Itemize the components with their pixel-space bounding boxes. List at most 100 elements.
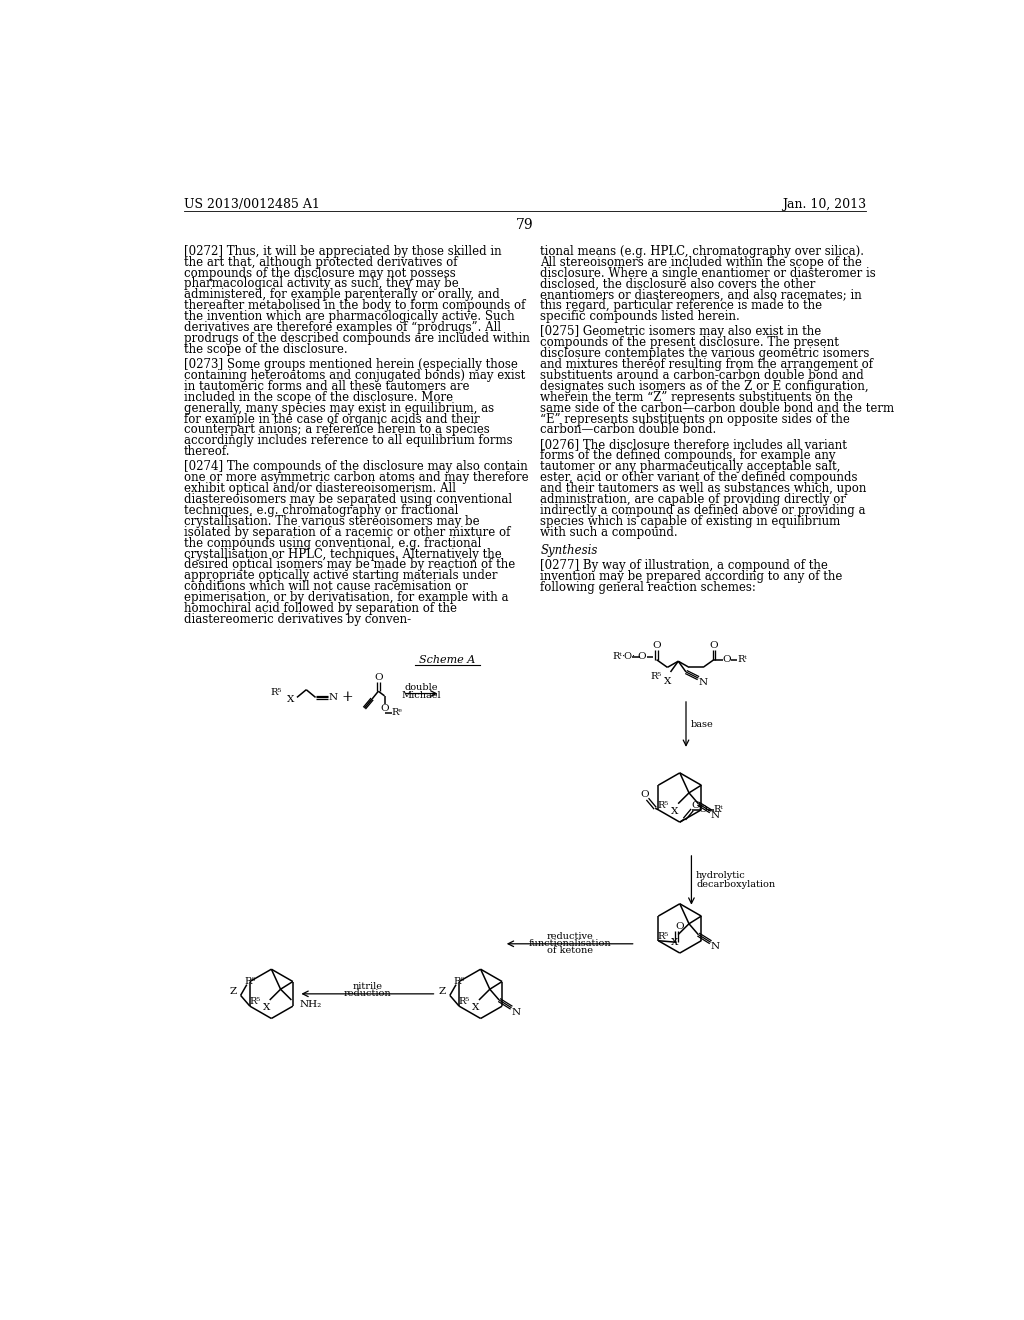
Text: accordingly includes reference to all equilibrium forms: accordingly includes reference to all eq…	[183, 434, 512, 447]
Text: carbon—carbon double bond.: carbon—carbon double bond.	[541, 424, 717, 437]
Text: for example in the case of organic acids and their: for example in the case of organic acids…	[183, 412, 479, 425]
Text: [0274] The compounds of the disclosure may also contain: [0274] The compounds of the disclosure m…	[183, 461, 527, 473]
Text: epimerisation, or by derivatisation, for example with a: epimerisation, or by derivatisation, for…	[183, 591, 508, 605]
Text: O: O	[710, 642, 718, 651]
Text: in tautomeric forms and all these tautomers are: in tautomeric forms and all these tautom…	[183, 380, 469, 392]
Text: disclosure. Where a single enantiomer or diasteromer is: disclosure. Where a single enantiomer or…	[541, 267, 877, 280]
Text: specific compounds listed herein.: specific compounds listed herein.	[541, 310, 740, 323]
Text: R⁶: R⁶	[454, 977, 465, 986]
Text: R⁶: R⁶	[244, 977, 256, 986]
Text: X: X	[672, 807, 679, 816]
Text: counterpart anions; a reference herein to a species: counterpart anions; a reference herein t…	[183, 424, 489, 437]
Text: pharmacological activity as such, they may be: pharmacological activity as such, they m…	[183, 277, 459, 290]
Text: Synthesis: Synthesis	[541, 544, 598, 557]
Text: substituents around a carbon-carbon double bond and: substituents around a carbon-carbon doub…	[541, 368, 864, 381]
Text: disclosed, the disclosure also covers the other: disclosed, the disclosure also covers th…	[541, 277, 816, 290]
Text: forms of the defined compounds, for example any: forms of the defined compounds, for exam…	[541, 449, 836, 462]
Text: one or more asymmetric carbon atoms and may therefore: one or more asymmetric carbon atoms and …	[183, 471, 528, 484]
Text: O: O	[691, 801, 699, 809]
Text: NH₂: NH₂	[299, 1001, 322, 1008]
Text: containing heteroatoms and conjugated bonds) may exist: containing heteroatoms and conjugated bo…	[183, 368, 525, 381]
Text: disclosure contemplates the various geometric isomers: disclosure contemplates the various geom…	[541, 347, 869, 360]
Text: invention may be prepared according to any of the: invention may be prepared according to a…	[541, 570, 843, 583]
Text: thereof.: thereof.	[183, 445, 230, 458]
Text: diastereomeric derivatives by conven-: diastereomeric derivatives by conven-	[183, 614, 411, 626]
Text: double: double	[404, 682, 438, 692]
Text: Michael: Michael	[401, 690, 441, 700]
Text: enantiomers or diastereomers, and also racemates; in: enantiomers or diastereomers, and also r…	[541, 288, 862, 301]
Text: [0275] Geometric isomers may also exist in the: [0275] Geometric isomers may also exist …	[541, 325, 821, 338]
Text: All stereoisomers are included within the scope of the: All stereoisomers are included within th…	[541, 256, 862, 268]
Text: [0276] The disclosure therefore includes all variant: [0276] The disclosure therefore includes…	[541, 438, 847, 451]
Text: Rᵗ: Rᵗ	[612, 652, 623, 661]
Text: with such a compound.: with such a compound.	[541, 525, 678, 539]
Text: techniques, e.g. chromatography or fractional: techniques, e.g. chromatography or fract…	[183, 504, 458, 517]
Text: compounds of the present disclosure. The present: compounds of the present disclosure. The…	[541, 337, 840, 348]
Text: X: X	[287, 696, 295, 704]
Text: conditions which will not cause racemisation or: conditions which will not cause racemisa…	[183, 581, 468, 594]
Text: “E” represents substituents on opposite sides of the: “E” represents substituents on opposite …	[541, 412, 850, 425]
Text: species which is capable of existing in equilibrium: species which is capable of existing in …	[541, 515, 841, 528]
Text: ester, acid or other variant of the defined compounds: ester, acid or other variant of the defi…	[541, 471, 858, 484]
Text: O: O	[676, 923, 684, 932]
Text: of ketone: of ketone	[547, 946, 593, 956]
Text: US 2013/0012485 A1: US 2013/0012485 A1	[183, 198, 319, 211]
Text: O: O	[380, 704, 389, 713]
Text: indirectly a compound as defined above or providing a: indirectly a compound as defined above o…	[541, 504, 866, 517]
Text: administered, for example parenterally or orally, and: administered, for example parenterally o…	[183, 288, 500, 301]
Text: R⁵: R⁵	[270, 688, 282, 697]
Text: crystallisation. The various stereoisomers may be: crystallisation. The various stereoisome…	[183, 515, 479, 528]
Text: thereafter metabolised in the body to form compounds of: thereafter metabolised in the body to fo…	[183, 300, 525, 313]
Text: O: O	[374, 673, 383, 682]
Text: O: O	[722, 655, 730, 664]
Text: derivatives are therefore examples of “prodrugs”. All: derivatives are therefore examples of “p…	[183, 321, 501, 334]
Text: wherein the term “Z” represents substituents on the: wherein the term “Z” represents substitu…	[541, 391, 853, 404]
Text: reductive: reductive	[547, 932, 593, 941]
Text: Scheme A: Scheme A	[419, 655, 475, 665]
Text: R⁵: R⁵	[249, 997, 260, 1006]
Text: [0273] Some groups mentioned herein (especially those: [0273] Some groups mentioned herein (esp…	[183, 358, 518, 371]
Text: homochiral acid followed by separation of the: homochiral acid followed by separation o…	[183, 602, 457, 615]
Text: O: O	[638, 652, 646, 661]
Text: the scope of the disclosure.: the scope of the disclosure.	[183, 343, 347, 356]
Text: the art that, although protected derivatives of: the art that, although protected derivat…	[183, 256, 458, 268]
Text: designates such isomers as of the Z or E configuration,: designates such isomers as of the Z or E…	[541, 380, 869, 392]
Text: Z: Z	[438, 987, 446, 997]
Text: Z: Z	[229, 987, 237, 997]
Text: +: +	[342, 690, 353, 705]
Text: decarboxylation: decarboxylation	[696, 880, 775, 890]
Text: reduction: reduction	[344, 990, 391, 998]
Text: [0277] By way of illustration, a compound of the: [0277] By way of illustration, a compoun…	[541, 560, 828, 572]
Text: included in the scope of the disclosure. More: included in the scope of the disclosure.…	[183, 391, 453, 404]
Text: N: N	[711, 942, 720, 952]
Text: isolated by separation of a racemic or other mixture of: isolated by separation of a racemic or o…	[183, 525, 510, 539]
Text: crystallisation or HPLC, techniques. Alternatively the: crystallisation or HPLC, techniques. Alt…	[183, 548, 502, 561]
Text: following general reaction schemes:: following general reaction schemes:	[541, 581, 756, 594]
Text: desired optical isomers may be made by reaction of the: desired optical isomers may be made by r…	[183, 558, 515, 572]
Text: N: N	[711, 812, 720, 821]
Text: Rᵗ: Rᵗ	[714, 805, 723, 814]
Text: and mixtures thereof resulting from the arrangement of: and mixtures thereof resulting from the …	[541, 358, 873, 371]
Text: X: X	[472, 1003, 479, 1012]
Text: ·O·: ·O·	[622, 652, 636, 661]
Text: functionalisation: functionalisation	[528, 940, 611, 948]
Text: diastereoisomers may be separated using conventional: diastereoisomers may be separated using …	[183, 492, 512, 506]
Text: N: N	[512, 1008, 521, 1016]
Text: tional means (e.g. HPLC, chromatography over silica).: tional means (e.g. HPLC, chromatography …	[541, 244, 864, 257]
Text: same side of the carbon—carbon double bond and the term: same side of the carbon—carbon double bo…	[541, 401, 894, 414]
Text: base: base	[690, 719, 714, 729]
Text: generally, many species may exist in equilibrium, as: generally, many species may exist in equ…	[183, 401, 494, 414]
Text: hydrolytic: hydrolytic	[696, 871, 745, 880]
Text: tautomer or any pharmaceutically acceptable salt,: tautomer or any pharmaceutically accepta…	[541, 461, 841, 473]
Text: compounds of the disclosure may not possess: compounds of the disclosure may not poss…	[183, 267, 456, 280]
Text: N: N	[328, 693, 337, 702]
Text: R⁵: R⁵	[657, 801, 669, 809]
Text: Jan. 10, 2013: Jan. 10, 2013	[781, 198, 866, 211]
Text: N: N	[698, 678, 708, 688]
Text: R⁵: R⁵	[650, 672, 662, 681]
Text: appropriate optically active starting materials under: appropriate optically active starting ma…	[183, 569, 498, 582]
Text: [0272] Thus, it will be appreciated by those skilled in: [0272] Thus, it will be appreciated by t…	[183, 244, 502, 257]
Text: X: X	[664, 677, 671, 685]
Text: X: X	[672, 937, 679, 946]
Text: administration, are capable of providing directly or: administration, are capable of providing…	[541, 492, 846, 506]
